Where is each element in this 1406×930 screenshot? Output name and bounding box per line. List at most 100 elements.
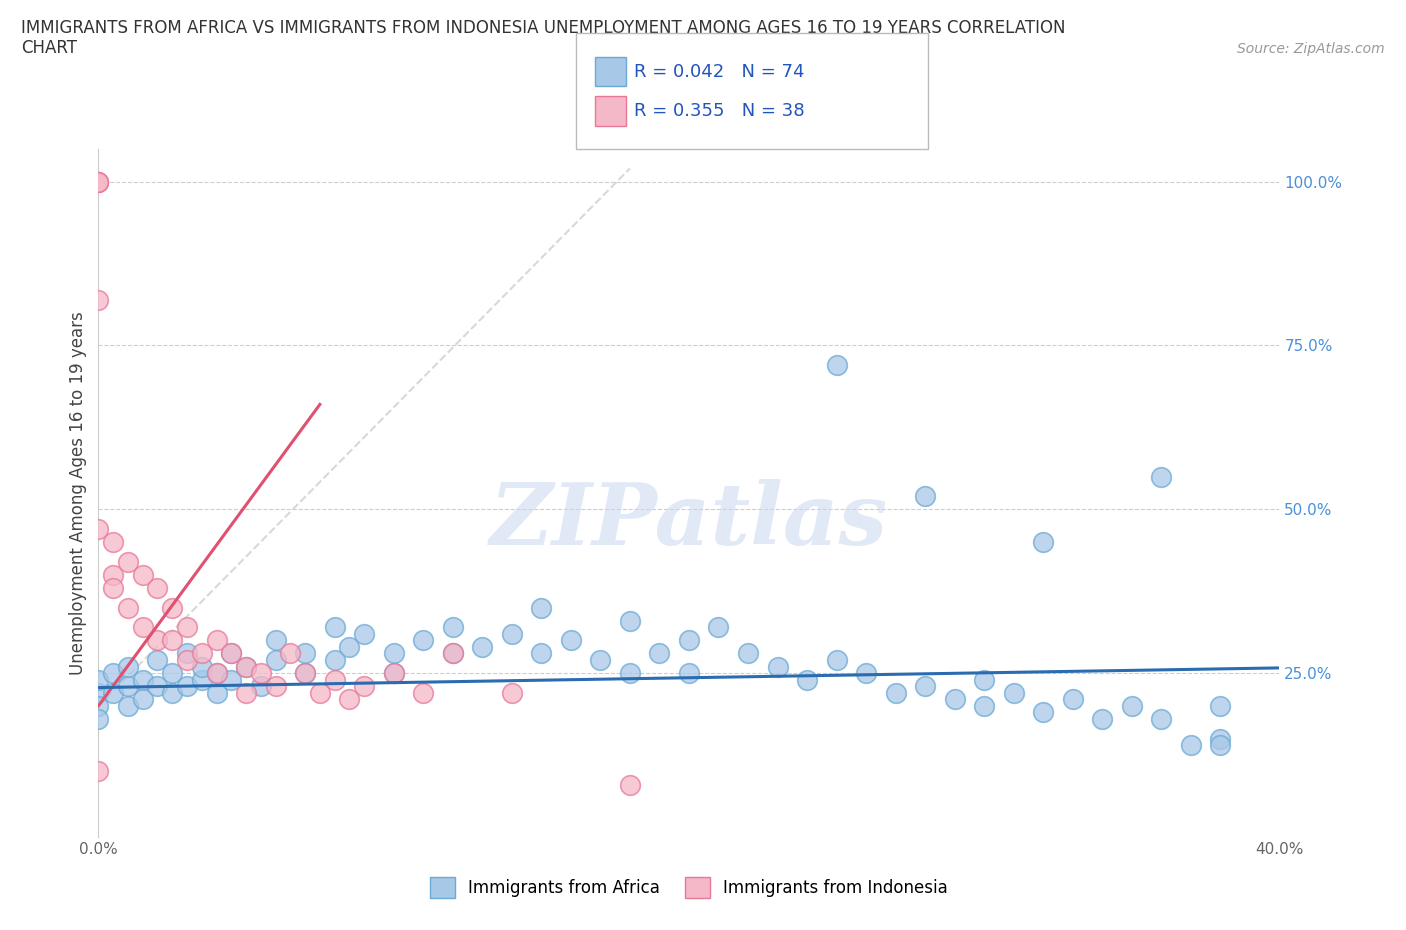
Point xyxy=(132,619,155,634)
Point xyxy=(1032,705,1054,720)
Point xyxy=(648,646,671,661)
Point xyxy=(973,698,995,713)
Point xyxy=(1091,711,1114,726)
Point xyxy=(294,666,316,681)
Text: R = 0.042   N = 74: R = 0.042 N = 74 xyxy=(634,62,804,81)
Text: Source: ZipAtlas.com: Source: ZipAtlas.com xyxy=(1237,42,1385,56)
Point xyxy=(87,672,110,687)
Point xyxy=(382,666,405,681)
Point xyxy=(176,679,198,694)
Point xyxy=(205,666,228,681)
Point xyxy=(323,672,346,687)
Point xyxy=(278,646,302,661)
Point xyxy=(382,646,405,661)
Point xyxy=(235,659,257,674)
Point xyxy=(914,489,936,504)
Point xyxy=(678,666,700,681)
Point xyxy=(501,685,523,700)
Point xyxy=(337,692,360,707)
Point xyxy=(914,679,936,694)
Point xyxy=(530,646,553,661)
Point xyxy=(337,640,360,655)
Point xyxy=(162,685,183,700)
Point xyxy=(943,692,966,707)
Point xyxy=(309,685,332,700)
Point xyxy=(441,619,464,634)
Point xyxy=(471,640,494,655)
Point xyxy=(1150,469,1173,484)
Point xyxy=(619,777,641,792)
Point xyxy=(132,692,155,707)
Point xyxy=(250,666,273,681)
Point xyxy=(103,535,125,550)
Point xyxy=(825,653,848,668)
Point xyxy=(796,672,818,687)
Point xyxy=(323,653,346,668)
Point xyxy=(707,619,730,634)
Point xyxy=(191,646,214,661)
Point xyxy=(87,174,110,189)
Point xyxy=(117,659,139,674)
Point xyxy=(87,174,110,189)
Point xyxy=(855,666,877,681)
Point xyxy=(117,600,139,615)
Point xyxy=(146,633,169,648)
Point xyxy=(87,522,110,537)
Point xyxy=(884,685,907,700)
Point xyxy=(103,567,125,582)
Point xyxy=(176,646,198,661)
Point xyxy=(678,633,700,648)
Point xyxy=(87,698,110,713)
Point xyxy=(353,679,375,694)
Point xyxy=(219,646,242,661)
Point xyxy=(191,659,214,674)
Point xyxy=(501,627,523,642)
Point xyxy=(973,672,995,687)
Point xyxy=(441,646,464,661)
Point xyxy=(205,666,228,681)
Point xyxy=(1121,698,1143,713)
Point xyxy=(382,666,405,681)
Point xyxy=(1062,692,1084,707)
Point xyxy=(560,633,582,648)
Point xyxy=(162,666,183,681)
Point xyxy=(176,619,198,634)
Point xyxy=(132,567,155,582)
Point xyxy=(1209,731,1232,746)
Point xyxy=(146,580,169,595)
Point xyxy=(146,653,169,668)
Point xyxy=(264,633,287,648)
Point xyxy=(191,672,214,687)
Point xyxy=(323,619,346,634)
Point xyxy=(1209,698,1232,713)
Point xyxy=(117,679,139,694)
Point xyxy=(737,646,759,661)
Point xyxy=(103,666,125,681)
Point xyxy=(1032,535,1054,550)
Point xyxy=(103,685,125,700)
Point xyxy=(205,685,228,700)
Point xyxy=(619,613,641,628)
Point xyxy=(146,679,169,694)
Point xyxy=(1002,685,1025,700)
Point xyxy=(441,646,464,661)
Point xyxy=(219,646,242,661)
Point xyxy=(1180,737,1202,752)
Point xyxy=(353,627,375,642)
Point xyxy=(162,633,183,648)
Point xyxy=(117,554,139,569)
Point xyxy=(825,358,848,373)
Text: ZIPatlas: ZIPatlas xyxy=(489,479,889,562)
Point xyxy=(176,653,198,668)
Point xyxy=(87,711,110,726)
Legend: Immigrants from Africa, Immigrants from Indonesia: Immigrants from Africa, Immigrants from … xyxy=(423,870,955,904)
Point xyxy=(412,685,434,700)
Point xyxy=(87,292,110,307)
Point xyxy=(205,633,228,648)
Text: IMMIGRANTS FROM AFRICA VS IMMIGRANTS FROM INDONESIA UNEMPLOYMENT AMONG AGES 16 T: IMMIGRANTS FROM AFRICA VS IMMIGRANTS FRO… xyxy=(21,19,1066,58)
Point xyxy=(264,679,287,694)
Point xyxy=(1209,737,1232,752)
Point xyxy=(530,600,553,615)
Point xyxy=(250,679,273,694)
Point xyxy=(264,653,287,668)
